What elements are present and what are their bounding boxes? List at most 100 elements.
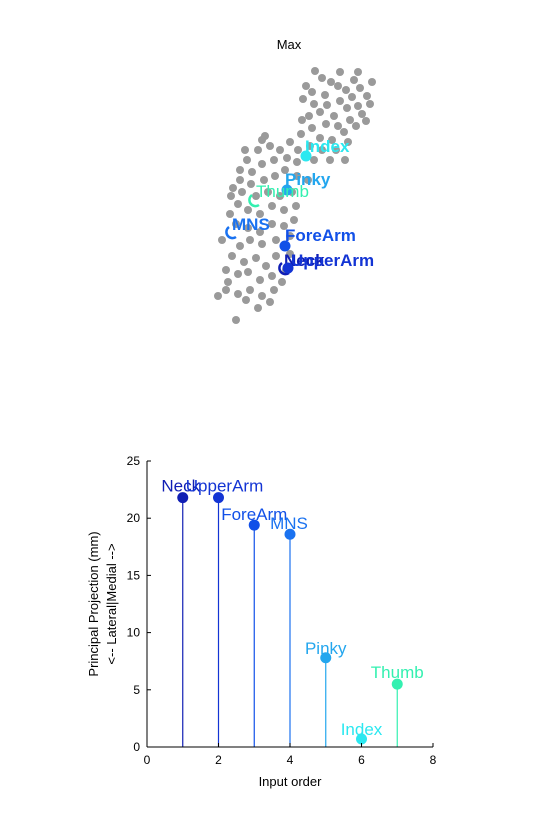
marker-upperarm: UpperArm bbox=[282, 251, 374, 274]
stem-label: Index bbox=[341, 720, 383, 739]
cloud-point bbox=[326, 156, 334, 164]
cloud-point bbox=[368, 78, 376, 86]
cloud-point bbox=[308, 124, 316, 132]
cloud-point bbox=[270, 286, 278, 294]
cloud-point bbox=[323, 101, 331, 109]
cloud-point bbox=[316, 134, 324, 142]
cloud-point bbox=[286, 250, 294, 258]
cloud-point bbox=[246, 286, 254, 294]
stem-label: Pinky bbox=[305, 639, 347, 658]
cloud-point bbox=[327, 78, 335, 86]
cloud-point bbox=[341, 156, 349, 164]
cloud-point bbox=[252, 254, 260, 262]
stem-mns: MNS bbox=[270, 514, 308, 747]
cloud-point bbox=[363, 92, 371, 100]
stem-label: ForeArm bbox=[221, 505, 287, 524]
cloud-point bbox=[266, 142, 274, 150]
cloud-point bbox=[280, 222, 288, 230]
y-tick-label: 15 bbox=[127, 568, 141, 582]
cloud-point bbox=[226, 210, 234, 218]
cloud-point bbox=[256, 276, 264, 284]
cloud-point bbox=[222, 266, 230, 274]
cloud-point bbox=[302, 82, 310, 90]
scatter-title: Max bbox=[277, 37, 302, 52]
cloud-point bbox=[305, 112, 313, 120]
cloud-point bbox=[272, 252, 280, 260]
cloud-point bbox=[336, 97, 344, 105]
marker-pinky: Pinky bbox=[281, 170, 331, 196]
cloud-point bbox=[346, 116, 354, 124]
cloud-point bbox=[272, 236, 280, 244]
cloud-point bbox=[366, 100, 374, 108]
cloud-point bbox=[308, 88, 316, 96]
marker-label: ForeArm bbox=[285, 226, 356, 245]
x-tick-label: 4 bbox=[287, 753, 294, 767]
stem-label: Thumb bbox=[371, 663, 424, 682]
cloud-point bbox=[236, 176, 244, 184]
cloud-point bbox=[242, 296, 250, 304]
cloud-point bbox=[321, 91, 329, 99]
marker-arc bbox=[225, 225, 237, 240]
cloud-point bbox=[310, 100, 318, 108]
marker-thumb: Thumb bbox=[248, 182, 309, 208]
cloud-point bbox=[258, 136, 266, 144]
cloud-point bbox=[240, 258, 248, 266]
cloud-point bbox=[258, 292, 266, 300]
stem-upperarm: UpperArm bbox=[186, 477, 263, 747]
y-ticks: 0 5 10 15 20 25 bbox=[127, 454, 151, 754]
stem-neck: Neck bbox=[161, 477, 201, 747]
marker-label: Neck bbox=[284, 251, 325, 270]
cloud-point bbox=[281, 166, 289, 174]
stem-label: Neck bbox=[161, 477, 200, 496]
cloud-point bbox=[328, 136, 336, 144]
cloud-point bbox=[294, 146, 302, 154]
y-tick-label: 20 bbox=[127, 511, 141, 525]
cloud-point bbox=[311, 67, 319, 75]
marker-dot bbox=[282, 262, 294, 274]
stem-thumb: Thumb bbox=[371, 663, 424, 747]
cloud-point bbox=[350, 76, 358, 84]
cloud-point bbox=[243, 156, 251, 164]
stem-label: MNS bbox=[270, 514, 308, 533]
cloud-point bbox=[241, 146, 249, 154]
cloud-point bbox=[228, 252, 236, 260]
stem-marker bbox=[284, 528, 296, 540]
cloud-point bbox=[234, 200, 242, 208]
cloud-point bbox=[244, 268, 252, 276]
stem-marker bbox=[320, 652, 332, 664]
cloud-point bbox=[298, 116, 306, 124]
x-tick-label: 8 bbox=[430, 753, 437, 767]
marker-dot bbox=[300, 150, 312, 162]
cloud-point bbox=[238, 188, 246, 196]
cloud-point bbox=[318, 74, 326, 82]
x-tick-label: 0 bbox=[144, 753, 151, 767]
cloud-point bbox=[278, 278, 286, 286]
stem-forearm: ForeArm bbox=[221, 505, 287, 747]
x-tick-label: 6 bbox=[358, 753, 365, 767]
cloud-point bbox=[236, 166, 244, 174]
cloud-point bbox=[234, 270, 242, 278]
marker-dot bbox=[281, 184, 293, 196]
cloud-point bbox=[334, 122, 342, 130]
cloud-point bbox=[264, 188, 272, 196]
point-cloud bbox=[214, 67, 376, 324]
cloud-point bbox=[336, 68, 344, 76]
cloud-point bbox=[356, 84, 364, 92]
cloud-point bbox=[271, 172, 279, 180]
cloud-point bbox=[214, 292, 222, 300]
y-tick-label: 25 bbox=[127, 454, 141, 468]
cloud-point bbox=[299, 95, 307, 103]
marker-label: UpperArm bbox=[291, 251, 374, 270]
stem-marker bbox=[391, 678, 403, 690]
marker-label: Pinky bbox=[285, 170, 331, 189]
stem-index: Index bbox=[341, 720, 383, 747]
cloud-point bbox=[248, 168, 256, 176]
y-tick-label: 10 bbox=[127, 626, 141, 640]
cloud-point bbox=[334, 82, 342, 90]
cloud-point bbox=[258, 160, 266, 168]
cloud-point bbox=[256, 228, 264, 236]
cloud-point bbox=[304, 176, 312, 184]
